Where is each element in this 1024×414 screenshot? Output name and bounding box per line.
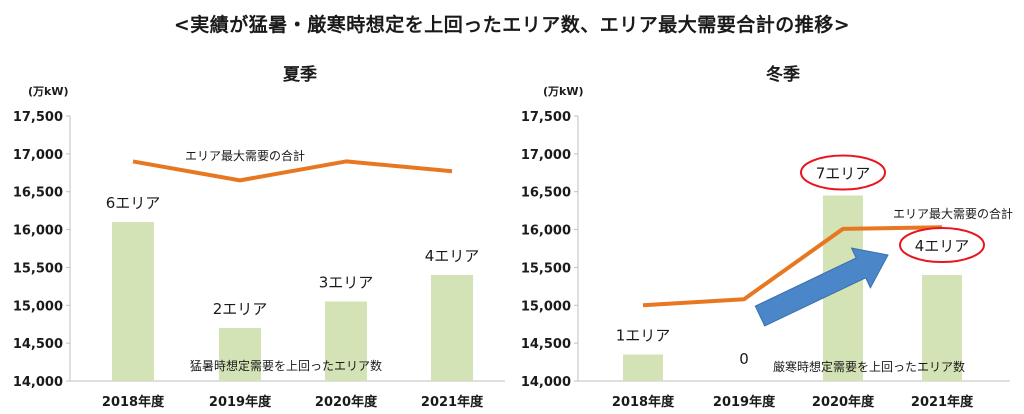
y-tick-label: 15,500 <box>13 261 63 276</box>
y-tick-label: 14,500 <box>521 337 571 352</box>
bar-value-label: 7エリア <box>816 165 871 183</box>
x-tick-label: 2019年度 <box>209 394 272 410</box>
bar-value-label: 2エリア <box>213 300 268 318</box>
y-tick-label: 17,000 <box>13 148 63 163</box>
bar <box>623 354 663 381</box>
bar-series-label: 厳寒時想定需要を上回ったエリア数 <box>773 359 965 374</box>
line-series-label: エリア最大需要の合計 <box>893 206 1013 221</box>
x-tick-label: 2018年度 <box>612 394 675 410</box>
y-tick-label: 16,000 <box>13 224 63 239</box>
bar <box>112 222 154 381</box>
highlight-ellipse <box>800 154 886 191</box>
x-tick-label: 2020年度 <box>812 394 875 410</box>
bar-value-label: 3エリア <box>319 274 374 292</box>
bar <box>325 301 367 381</box>
line-series <box>642 225 943 308</box>
main-title: <実績が猛暑・厳寒時想定を上回ったエリア数、エリア最大需要合計の推移> <box>173 14 851 36</box>
line-series-label: エリア最大需要の合計 <box>185 148 305 163</box>
bar-value-label: 4エリア <box>915 237 970 255</box>
y-tick-label: 14,500 <box>13 337 63 352</box>
x-tick-label: 2020年度 <box>315 394 378 410</box>
y-tick-label: 15,500 <box>521 261 571 276</box>
x-tick-label: 2018年度 <box>102 394 165 410</box>
bar-value-label: 1エリア <box>616 327 671 345</box>
y-tick-label: 14,000 <box>13 375 63 390</box>
x-tick-label: 2021年度 <box>911 394 974 410</box>
bar-value-label: 6エリア <box>106 194 161 212</box>
winter-chart: 冬季 (万kW) 14,000 14,500 15,000 15,500 16,000 16,… <box>521 64 1013 410</box>
y-tick-label: 16,000 <box>521 224 571 239</box>
y-tick-label: 17,500 <box>521 110 571 125</box>
y-tick-label: 15,000 <box>521 299 571 314</box>
highlight-ellipse <box>899 227 985 263</box>
x-tick-label: 2019年度 <box>713 394 776 410</box>
bar <box>431 275 473 381</box>
bar-value-label: 4エリア <box>425 247 480 265</box>
bar-series-label: 猛暑時想定需要を上回ったエリア数 <box>190 358 382 373</box>
bar <box>922 275 962 381</box>
y-unit-label: (万kW) <box>543 85 584 98</box>
y-unit-label: (万kW) <box>28 85 69 98</box>
y-tick-label: 17,500 <box>13 110 63 125</box>
y-tick-label: 14,000 <box>521 375 571 390</box>
y-tick-label: 15,000 <box>13 299 63 314</box>
panel-title: 夏季 <box>283 64 317 85</box>
y-tick-label: 17,000 <box>521 148 571 163</box>
line-series <box>132 159 453 183</box>
y-tick-label: 16,500 <box>13 186 63 201</box>
bar <box>219 328 261 381</box>
bar-value-label: 0 <box>739 350 749 368</box>
summer-chart: 夏季 (万kW) 14,000 14,500 15,000 15,500 16,000 16,… <box>13 64 505 410</box>
panel-title: 冬季 <box>766 64 800 85</box>
y-tick-label: 16,500 <box>521 186 571 201</box>
x-tick-label: 2021年度 <box>421 394 484 410</box>
trend-arrow <box>754 247 889 327</box>
